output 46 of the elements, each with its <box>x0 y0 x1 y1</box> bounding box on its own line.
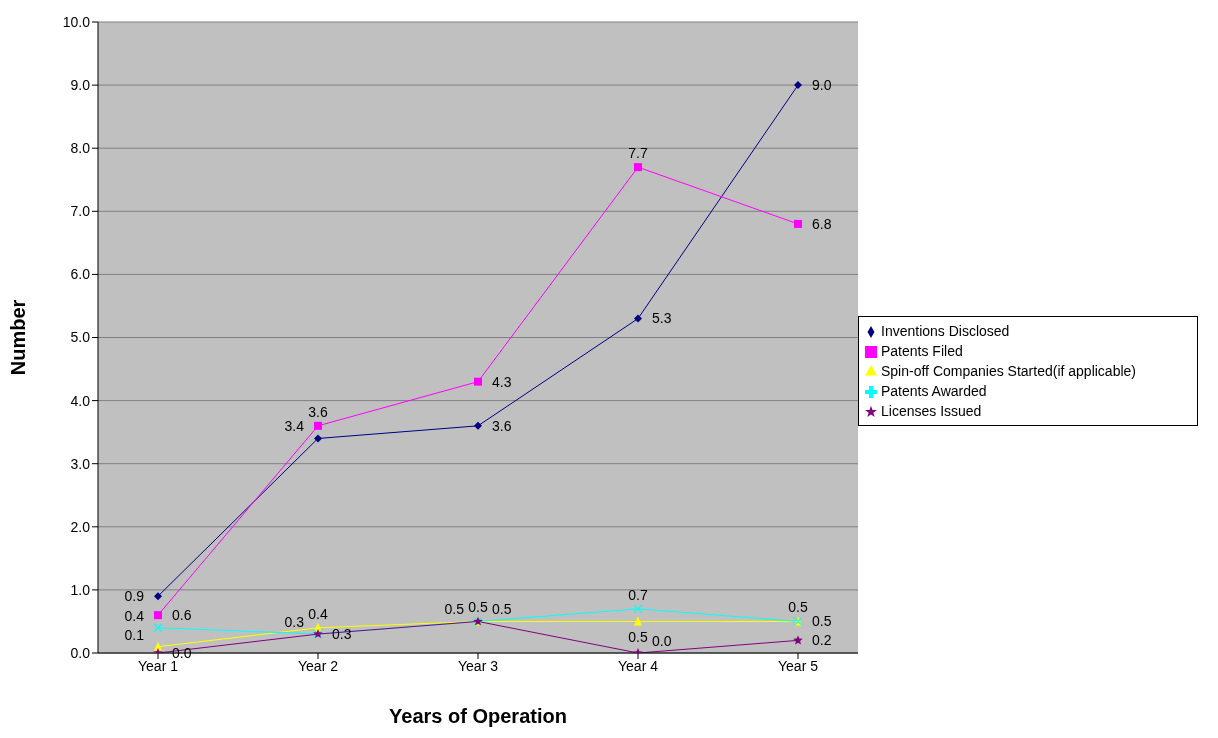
x-tick-label: Year 1 <box>138 657 179 674</box>
data-label: 0.5 <box>812 613 832 630</box>
data-label: 3.4 <box>284 418 305 435</box>
data-label: 0.3 <box>284 613 305 630</box>
data-label: 7.7 <box>628 145 648 162</box>
data-label: 0.5 <box>468 599 488 616</box>
y-tick-label: 1.0 <box>70 581 91 598</box>
data-label: 0.5 <box>492 601 512 618</box>
data-label: 0.9 <box>124 588 145 605</box>
legend-label: Licenses Issued <box>881 402 982 419</box>
x-tick-label: Year 5 <box>778 657 819 674</box>
data-label: 3.6 <box>492 417 512 434</box>
x-tick-label: Year 2 <box>298 657 339 674</box>
data-label: 0.0 <box>652 632 672 649</box>
x-axis-title: Years of Operation <box>389 705 567 727</box>
y-tick-label: 9.0 <box>70 77 91 94</box>
y-tick-label: 0.0 <box>70 644 91 661</box>
x-tick-label: Year 3 <box>458 657 499 674</box>
y-tick-label: 7.0 <box>70 203 91 220</box>
data-label: 4.3 <box>492 373 512 390</box>
data-label: 0.6 <box>172 607 192 624</box>
data-label: 0.5 <box>628 629 648 646</box>
legend-label: Inventions Disclosed <box>881 322 1010 339</box>
data-label: 0.5 <box>788 599 808 616</box>
data-label: 5.3 <box>652 310 672 327</box>
y-tick-label: 4.0 <box>70 392 91 409</box>
legend-label: Patents Filed <box>881 342 963 359</box>
data-label: 6.8 <box>812 215 832 232</box>
y-tick-label: 8.0 <box>70 140 91 157</box>
x-tick-label: Year 4 <box>618 657 659 674</box>
y-tick-label: 3.0 <box>70 455 91 472</box>
legend-label: Patents Awarded <box>881 382 987 399</box>
legend-label: Spin-off Companies Started(if applicable) <box>881 362 1136 379</box>
data-label: 0.4 <box>124 607 145 624</box>
data-label: 0.1 <box>124 626 145 643</box>
data-label: 3.6 <box>308 403 328 420</box>
y-tick-label: 5.0 <box>70 329 91 346</box>
data-label: 0.5 <box>444 601 465 618</box>
y-axis-title: Number <box>7 299 30 376</box>
data-label: 0.4 <box>308 605 328 622</box>
y-tick-label: 10.0 <box>62 13 91 30</box>
y-tick-label: 2.0 <box>70 518 91 535</box>
data-label: 9.0 <box>812 77 832 93</box>
y-tick-label: 6.0 <box>70 266 91 283</box>
data-label: 0.7 <box>628 586 648 603</box>
data-label: 0.2 <box>812 632 832 649</box>
